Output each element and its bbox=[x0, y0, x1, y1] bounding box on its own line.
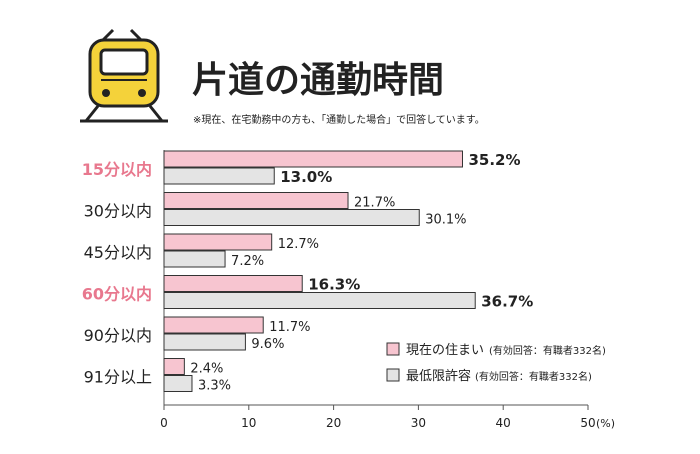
data-label: 30.1% bbox=[425, 213, 466, 228]
bar bbox=[163, 333, 246, 351]
data-label: 2.4% bbox=[190, 362, 223, 377]
labels-layer: 15分以内 35.2% 13.0% 30分以内 21.7% 30.1% 45分以内 12.7%… bbox=[82, 151, 534, 394]
bar bbox=[163, 233, 273, 251]
data-label: 12.7% bbox=[278, 237, 319, 252]
x-axis-unit: (%) bbox=[596, 417, 615, 430]
bar bbox=[163, 375, 193, 392]
category-label: 91分以上 bbox=[84, 368, 152, 387]
bar bbox=[163, 358, 185, 375]
category-label: 90分以内 bbox=[84, 326, 152, 345]
category-label: 45分以内 bbox=[84, 243, 152, 262]
x-tick-label: 10 bbox=[241, 416, 256, 430]
data-label: 13.0% bbox=[280, 168, 332, 186]
chart-subtitle: ※現在、在宅勤務中の方も、「通勤した場合」で回答しています。 bbox=[193, 113, 485, 126]
data-label: 9.6% bbox=[251, 337, 284, 352]
category-label: 15分以内 bbox=[82, 160, 152, 179]
legend-note-current: (有効回答：有職者332名) bbox=[489, 344, 606, 357]
bars-layer bbox=[163, 150, 476, 392]
category-label: 30分以内 bbox=[84, 202, 152, 221]
axis-layer: 0 10 20 30 40 50 (%) bbox=[160, 150, 615, 430]
legend-swatch-minimum bbox=[386, 368, 400, 382]
bar bbox=[163, 292, 476, 309]
data-label: 16.3% bbox=[308, 276, 360, 294]
legend: 現在の住まい (有効回答：有職者332名) 最低限許容 (有効回答：有職者332… bbox=[386, 342, 606, 384]
train-icon bbox=[80, 28, 168, 123]
data-label: 11.7% bbox=[269, 320, 310, 335]
x-tick-label: 30 bbox=[411, 416, 426, 430]
bar bbox=[163, 316, 264, 334]
legend-swatch-current bbox=[386, 342, 400, 356]
legend-label-minimum: 最低限許容 bbox=[406, 368, 471, 384]
bar bbox=[163, 192, 349, 209]
bar bbox=[163, 250, 226, 268]
data-label: 35.2% bbox=[468, 151, 520, 169]
x-tick-label: 0 bbox=[160, 416, 168, 430]
category-label: 60分以内 bbox=[82, 285, 152, 304]
bar bbox=[163, 275, 303, 292]
legend-label-current: 現在の住まい bbox=[406, 343, 484, 358]
data-label: 21.7% bbox=[354, 196, 395, 211]
x-tick-label: 50 bbox=[580, 416, 595, 430]
chart-title: 片道の通勤時間 bbox=[192, 60, 444, 101]
bar bbox=[163, 167, 275, 185]
data-label: 7.2% bbox=[231, 254, 264, 269]
data-label: 36.7% bbox=[481, 293, 533, 311]
legend-note-minimum: (有効回答：有職者332名) bbox=[475, 370, 592, 383]
bar bbox=[163, 209, 420, 226]
x-tick-label: 20 bbox=[326, 416, 341, 430]
bar bbox=[163, 150, 463, 168]
data-label: 3.3% bbox=[198, 379, 231, 394]
x-tick-label: 40 bbox=[496, 416, 511, 430]
